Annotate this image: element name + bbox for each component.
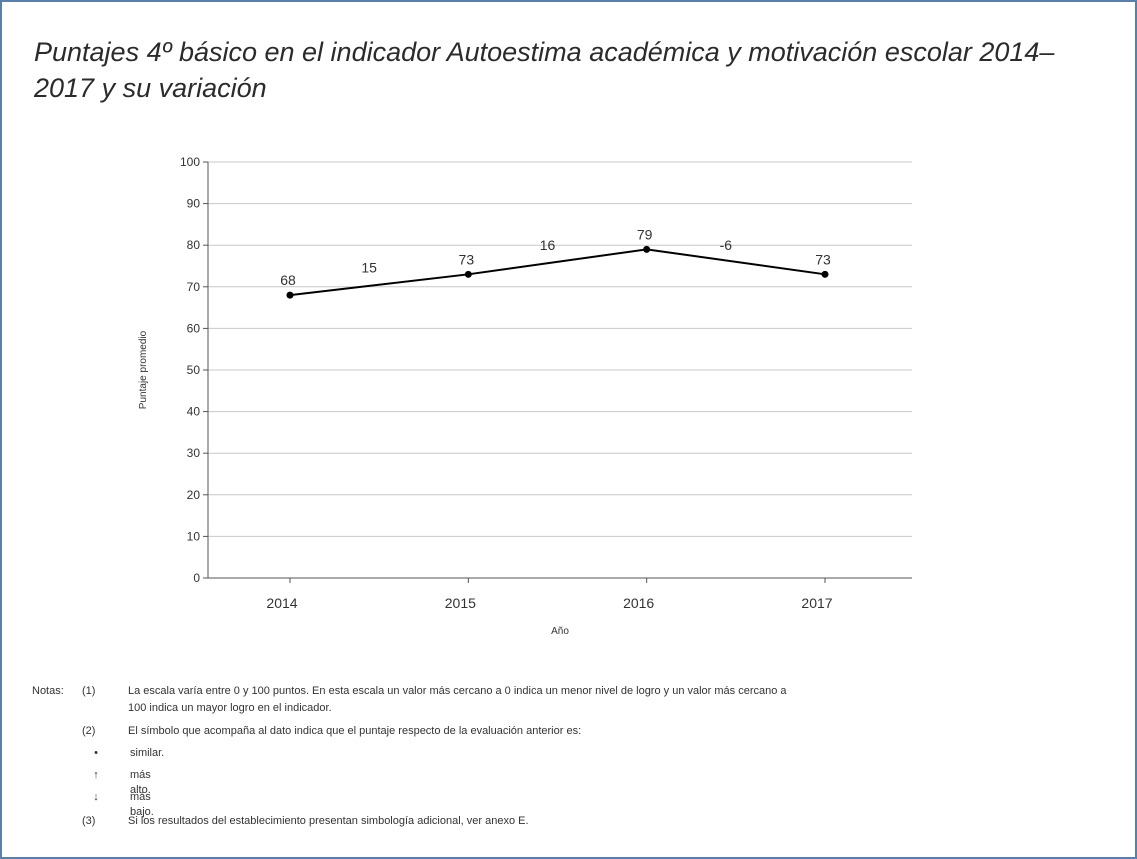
y-tick-label: 100 <box>180 155 200 169</box>
y-tick-label: 0 <box>193 571 200 585</box>
variation-label: 16 <box>540 237 556 253</box>
dot-icon: • <box>94 747 98 759</box>
symbol-text: más alto. <box>130 769 151 796</box>
chart-title: Puntajes 4º básico en el indicador Autoe… <box>34 37 1055 103</box>
data-label: 79 <box>637 226 653 242</box>
variation-label: 15 <box>361 260 377 276</box>
y-axis-label: Puntaje promedio <box>138 330 149 409</box>
note-number: (1) <box>82 685 96 697</box>
y-tick-label: 30 <box>187 446 201 460</box>
data-point <box>821 270 829 278</box>
arrow-down-icon: ↓ <box>93 791 99 803</box>
symbol-text: más bajo. <box>130 791 154 818</box>
note-text: Si los resultados del establecimiento pr… <box>128 815 529 827</box>
data-point <box>286 291 294 299</box>
variation-label: -6 <box>720 237 733 253</box>
note-number: (3) <box>82 815 96 827</box>
y-tick-label: 20 <box>187 488 201 502</box>
data-point <box>643 245 651 253</box>
data-point <box>464 270 472 278</box>
note-text: 100 indica un mayor logro en el indicado… <box>128 702 332 714</box>
y-tick-label: 10 <box>187 529 201 543</box>
note-text: La escala varía entre 0 y 100 puntos. En… <box>128 685 787 697</box>
y-tick-label: 90 <box>187 197 201 211</box>
arrow-up-icon: ↑ <box>93 769 99 781</box>
y-tick-label: 70 <box>187 280 201 294</box>
notes-label: Notas: <box>32 685 64 697</box>
x-tick-label: 2017 <box>801 595 832 611</box>
x-tick-label: 2014 <box>266 595 297 611</box>
note-number: (2) <box>82 725 96 737</box>
data-label: 73 <box>459 251 475 267</box>
data-label: 73 <box>815 251 831 267</box>
gridlines <box>208 161 912 537</box>
x-tick-label: 2015 <box>445 595 476 611</box>
y-tick-label: 60 <box>187 321 201 335</box>
data-labels: 68 73 79 73 15 16 -6 <box>280 226 831 288</box>
series-line <box>286 245 829 299</box>
symbol-text: similar. <box>130 747 165 759</box>
data-label: 68 <box>280 272 296 288</box>
y-axis: 0 10 20 30 40 50 60 70 80 90 100 <box>180 155 209 585</box>
x-axis-label: Año <box>551 626 569 637</box>
series-polyline <box>289 248 826 297</box>
x-tick-label: 2016 <box>623 595 654 611</box>
x-axis: 2014 2015 2016 2017 <box>208 577 912 611</box>
y-tick-label: 80 <box>187 238 201 252</box>
note-text: El símbolo que acompaña al dato indica q… <box>128 725 582 737</box>
y-tick-label: 40 <box>187 405 201 419</box>
y-tick-label: 50 <box>187 363 201 377</box>
